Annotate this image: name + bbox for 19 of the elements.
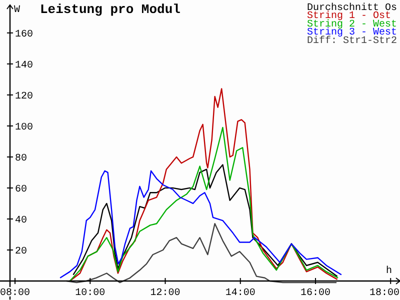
y-tick-label: 80 <box>15 153 28 164</box>
x-tick-label: 14:00 <box>225 288 256 299</box>
y-axis-title: W <box>14 5 20 16</box>
y-tick-label: 160 <box>15 29 34 40</box>
line-series <box>66 223 338 284</box>
y-tick-label: 40 <box>15 215 28 226</box>
x-axis-title: h <box>386 264 392 277</box>
line-series <box>69 88 338 282</box>
line-series <box>69 126 339 282</box>
x-tick-label: 16:00 <box>300 288 330 299</box>
y-tick-label: 120 <box>15 91 34 102</box>
y-tick-label: 20 <box>15 246 28 258</box>
x-tick-label: 10:00 <box>75 288 106 299</box>
y-tick-label: 60 <box>15 184 28 196</box>
y-tick-label: 140 <box>15 60 34 72</box>
x-tick-label: 12:00 <box>150 288 180 299</box>
x-tick-label: 18:00 <box>369 288 400 299</box>
y-tick-label: 100 <box>15 122 34 134</box>
chart-title: Leistung pro Modul <box>40 2 181 17</box>
